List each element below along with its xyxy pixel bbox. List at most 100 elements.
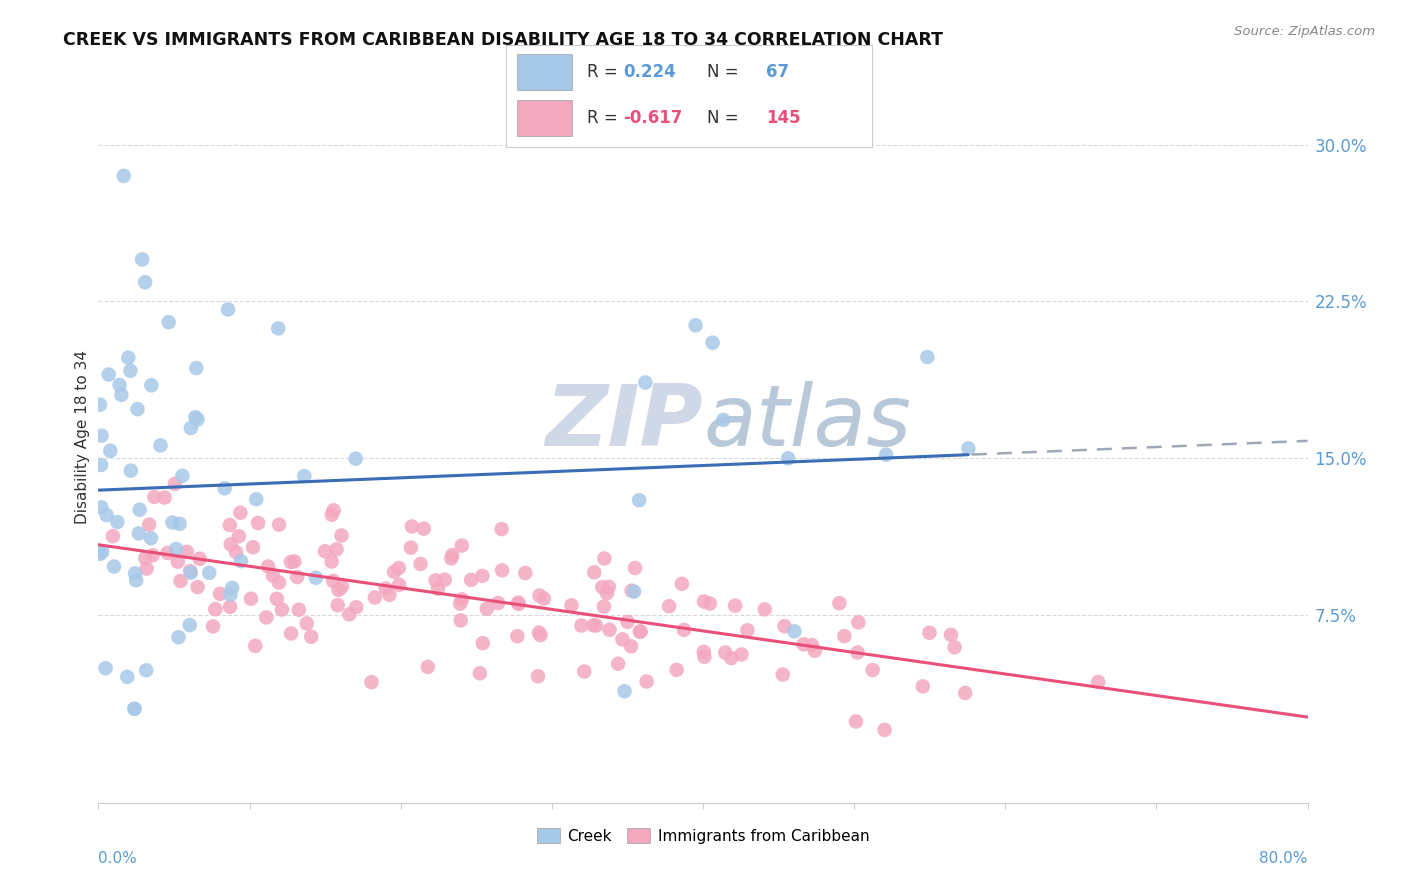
Point xyxy=(208,587,231,601)
Point xyxy=(131,252,153,267)
Point xyxy=(134,551,156,566)
Point xyxy=(240,591,263,606)
Point xyxy=(165,541,187,556)
Point xyxy=(773,619,796,633)
Point xyxy=(585,618,607,632)
Point xyxy=(560,599,582,613)
Point xyxy=(127,402,149,417)
Point xyxy=(623,584,645,599)
Point xyxy=(91,544,114,558)
Point xyxy=(399,541,422,555)
Point xyxy=(267,321,290,335)
Point xyxy=(529,628,551,642)
Point xyxy=(783,624,806,639)
Point xyxy=(292,469,315,483)
Point xyxy=(475,601,498,615)
Point xyxy=(515,566,537,580)
Point xyxy=(283,554,305,568)
Point xyxy=(247,516,270,530)
Point xyxy=(612,632,634,647)
Point xyxy=(89,398,111,412)
Point xyxy=(364,591,387,605)
Point xyxy=(228,529,250,543)
Point xyxy=(108,378,131,392)
Point xyxy=(713,413,735,427)
Point xyxy=(219,588,242,602)
Point xyxy=(427,582,450,596)
Point xyxy=(693,649,716,664)
Text: Source: ZipAtlas.com: Source: ZipAtlas.com xyxy=(1234,25,1375,38)
Point xyxy=(401,519,423,533)
Point xyxy=(162,516,184,530)
Point xyxy=(720,651,742,665)
Point xyxy=(124,702,146,716)
Point xyxy=(344,600,367,615)
Point xyxy=(90,428,112,442)
Point xyxy=(179,618,201,632)
Point xyxy=(295,616,318,631)
Text: 80.0%: 80.0% xyxy=(1260,851,1308,866)
Y-axis label: Disability Age 18 to 34: Disability Age 18 to 34 xyxy=(75,350,90,524)
Point xyxy=(804,643,827,657)
Point xyxy=(460,573,482,587)
Point xyxy=(180,421,202,435)
Point xyxy=(169,516,191,531)
Point xyxy=(204,602,226,616)
Point xyxy=(875,448,897,462)
Point xyxy=(685,318,707,333)
Point xyxy=(101,529,124,543)
Point xyxy=(471,569,494,583)
Point xyxy=(96,508,118,522)
Point xyxy=(188,551,211,566)
Point xyxy=(299,630,322,644)
Point xyxy=(321,555,343,569)
Point xyxy=(508,597,530,611)
Point xyxy=(221,581,243,595)
Point xyxy=(527,669,550,683)
Text: CREEK VS IMMIGRANTS FROM CARIBBEAN DISABILITY AGE 18 TO 34 CORRELATION CHART: CREEK VS IMMIGRANTS FROM CARIBBEAN DISAB… xyxy=(63,31,943,49)
Point xyxy=(271,602,294,616)
Point xyxy=(918,625,941,640)
Point xyxy=(533,591,555,606)
Point xyxy=(671,576,693,591)
Point xyxy=(693,645,716,659)
Point xyxy=(330,528,353,542)
Point xyxy=(245,639,267,653)
Point xyxy=(322,503,344,517)
Text: 145: 145 xyxy=(766,109,800,127)
Point xyxy=(620,640,643,654)
Point xyxy=(416,660,439,674)
Point xyxy=(506,629,529,643)
Point xyxy=(468,666,491,681)
Point xyxy=(219,599,242,614)
Point xyxy=(596,586,619,600)
Point xyxy=(262,568,284,582)
Point xyxy=(242,540,264,554)
Point xyxy=(441,548,464,562)
Point xyxy=(163,476,186,491)
Point xyxy=(305,571,328,585)
Point xyxy=(624,561,647,575)
Point xyxy=(229,554,252,568)
Point xyxy=(607,657,630,671)
Point xyxy=(328,582,350,597)
Point xyxy=(845,714,868,729)
Point xyxy=(149,438,172,452)
Point xyxy=(142,548,165,562)
Point xyxy=(873,723,896,737)
Point xyxy=(325,542,347,557)
Point xyxy=(527,625,550,640)
Point xyxy=(198,566,221,580)
Point xyxy=(593,551,616,566)
Bar xyxy=(517,54,572,90)
Point xyxy=(658,599,681,614)
Point xyxy=(834,629,856,643)
Point xyxy=(186,361,208,376)
Point xyxy=(724,599,747,613)
Point xyxy=(737,624,759,638)
Text: N =: N = xyxy=(707,109,738,127)
Point xyxy=(107,515,129,529)
Point xyxy=(176,545,198,559)
Point xyxy=(217,302,239,317)
Point xyxy=(245,492,267,507)
